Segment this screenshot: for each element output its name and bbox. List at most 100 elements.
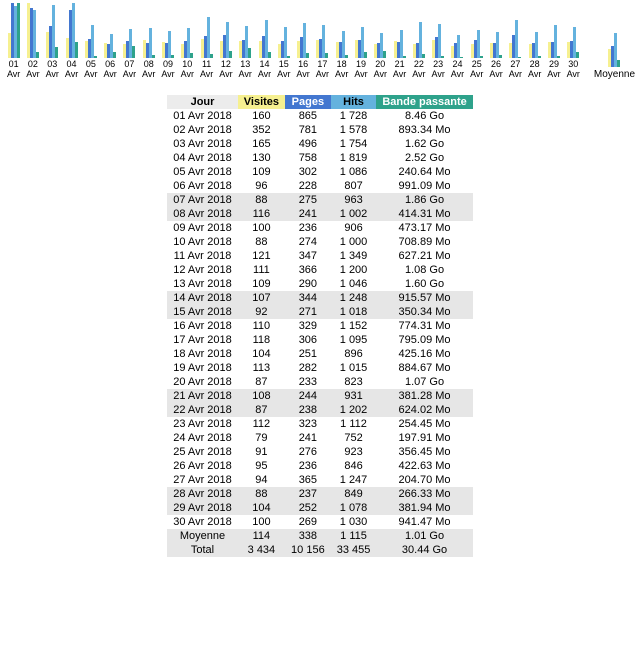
cell-pages: 496 xyxy=(285,137,331,151)
chart-day-label: 17Avr xyxy=(316,60,329,80)
chart-day: 30Avr xyxy=(565,3,582,80)
chart-bar xyxy=(477,30,480,58)
table-row: 01 Avr 20181608651 7288.46 Go xyxy=(167,109,472,123)
table-row: 15 Avr 2018922711 018350.34 Mo xyxy=(167,305,472,319)
chart-day: 13Avr xyxy=(237,3,254,80)
chart-bar xyxy=(538,56,541,58)
chart-bar xyxy=(441,56,444,58)
cell-jour: Moyenne xyxy=(167,529,238,543)
chart-bar xyxy=(515,20,518,58)
table-row: 06 Avr 201896228807991.09 Mo xyxy=(167,179,472,193)
chart-bar xyxy=(207,17,210,58)
cell-jour: 02 Avr 2018 xyxy=(167,123,238,137)
cell-hits: 906 xyxy=(331,221,377,235)
table-row: 13 Avr 20181092901 0461.60 Go xyxy=(167,277,472,291)
cell-visites: 96 xyxy=(238,179,285,193)
cell-pages: 236 xyxy=(285,459,331,473)
chart-day: 02Avr xyxy=(24,3,41,80)
cell-bande: 204.70 Mo xyxy=(376,473,472,487)
table-row: 04 Avr 20181307581 8192.52 Go xyxy=(167,151,472,165)
chart-day-label: 12Avr xyxy=(219,60,232,80)
cell-pages: 302 xyxy=(285,165,331,179)
cell-visites: 100 xyxy=(238,515,285,529)
cell-hits: 33 455 xyxy=(331,543,377,557)
cell-visites: 94 xyxy=(238,473,285,487)
cell-bande: 30.44 Go xyxy=(376,543,472,557)
cell-hits: 1 152 xyxy=(331,319,377,333)
cell-jour: 06 Avr 2018 xyxy=(167,179,238,193)
chart-day-label: 05Avr xyxy=(84,60,97,80)
cell-bande: 350.34 Mo xyxy=(376,305,472,319)
cell-visites: 121 xyxy=(238,249,285,263)
col-header-visites: Visites xyxy=(238,95,285,109)
chart-bar xyxy=(422,54,425,58)
chart-bar xyxy=(457,35,460,58)
table-row: 18 Avr 2018104251896425.16 Mo xyxy=(167,347,472,361)
cell-hits: 1 030 xyxy=(331,515,377,529)
table-row: 07 Avr 2018882759631.86 Go xyxy=(167,193,472,207)
chart-bar xyxy=(306,53,309,58)
chart-day: 19Avr xyxy=(352,3,369,80)
chart-average-label: Moyenne xyxy=(594,69,635,80)
cell-bande: 893.34 Mo xyxy=(376,123,472,137)
cell-pages: 758 xyxy=(285,151,331,165)
chart-day-label: 28Avr xyxy=(528,60,541,80)
chart-day: 06Avr xyxy=(101,3,118,80)
cell-bande: 422.63 Mo xyxy=(376,459,472,473)
table-header-row: Jour Visites Pages Hits Bande passante xyxy=(167,95,472,109)
chart-day-label: 21Avr xyxy=(393,60,406,80)
chart-day-label: 01Avr xyxy=(7,60,20,80)
chart-bar xyxy=(287,56,290,58)
chart-day: 14Avr xyxy=(256,3,273,80)
cell-visites: 109 xyxy=(238,165,285,179)
chart-bar xyxy=(518,57,521,58)
cell-pages: 306 xyxy=(285,333,331,347)
chart-bar xyxy=(190,53,193,58)
chart-day: 07Avr xyxy=(121,3,138,80)
cell-jour: 04 Avr 2018 xyxy=(167,151,238,165)
cell-bande: 884.67 Mo xyxy=(376,361,472,375)
cell-visites: 165 xyxy=(238,137,285,151)
cell-hits: 807 xyxy=(331,179,377,193)
cell-hits: 1 002 xyxy=(331,207,377,221)
table-row: 14 Avr 20181073441 248915.57 Mo xyxy=(167,291,472,305)
cell-bande: 240.64 Mo xyxy=(376,165,472,179)
chart-day-label: 22Avr xyxy=(412,60,425,80)
chart-day-label: 26Avr xyxy=(489,60,502,80)
cell-hits: 1 248 xyxy=(331,291,377,305)
cell-pages: 252 xyxy=(285,501,331,515)
cell-jour: 10 Avr 2018 xyxy=(167,235,238,249)
cell-jour: 12 Avr 2018 xyxy=(167,263,238,277)
cell-bande: 795.09 Mo xyxy=(376,333,472,347)
cell-hits: 846 xyxy=(331,459,377,473)
cell-bande: 624.02 Mo xyxy=(376,403,472,417)
cell-visites: 107 xyxy=(238,291,285,305)
chart-bar xyxy=(480,56,483,58)
cell-pages: 275 xyxy=(285,193,331,207)
chart-day-label: 13Avr xyxy=(239,60,252,80)
chart-bar xyxy=(438,24,441,58)
cell-visites: 95 xyxy=(238,459,285,473)
cell-hits: 1 578 xyxy=(331,123,377,137)
chart-bar xyxy=(94,56,97,58)
cell-bande: 8.46 Go xyxy=(376,109,472,123)
chart-day: 09Avr xyxy=(159,3,176,80)
cell-jour: 29 Avr 2018 xyxy=(167,501,238,515)
cell-pages: 781 xyxy=(285,123,331,137)
cell-pages: 347 xyxy=(285,249,331,263)
chart-bar xyxy=(383,51,386,58)
chart-day: 22Avr xyxy=(410,3,427,80)
cell-jour: 26 Avr 2018 xyxy=(167,459,238,473)
cell-visites: 113 xyxy=(238,361,285,375)
chart-day-label: 08Avr xyxy=(142,60,155,80)
table-row: 30 Avr 20181002691 030941.47 Mo xyxy=(167,515,472,529)
cell-pages: 10 156 xyxy=(285,543,331,557)
cell-bande: 1.08 Go xyxy=(376,263,472,277)
cell-hits: 1 112 xyxy=(331,417,377,431)
cell-visites: 104 xyxy=(238,501,285,515)
table-row: Total3 43410 15633 45530.44 Go xyxy=(167,543,472,557)
cell-hits: 1 078 xyxy=(331,501,377,515)
chart-day-label: 03Avr xyxy=(46,60,59,80)
table-row: 21 Avr 2018108244931381.28 Mo xyxy=(167,389,472,403)
cell-pages: 241 xyxy=(285,431,331,445)
